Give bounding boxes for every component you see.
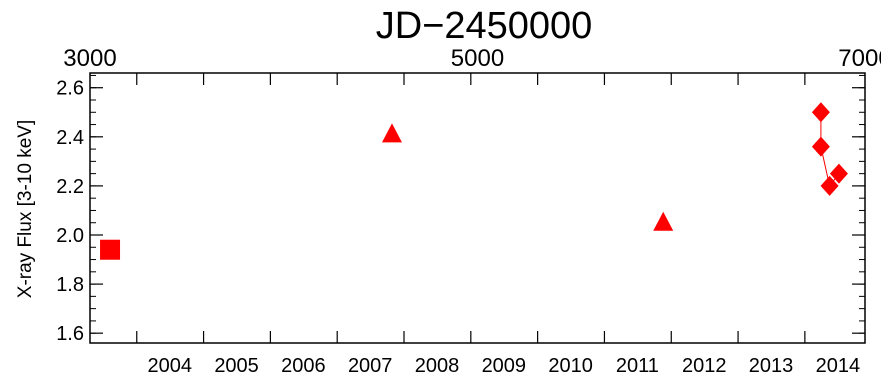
x-tick-label: 2009	[482, 355, 527, 377]
x-tick-label: 2008	[415, 355, 460, 377]
x-tick-label: 2007	[348, 355, 393, 377]
axis-ticks: 2004 2005 2006 2007 2008 2009 2010 2011 2012 2013…	[56, 45, 881, 377]
y-tick-label: 2.0	[56, 225, 84, 247]
diamond-marker	[811, 136, 830, 157]
top-axis-title: JD−2450000	[376, 5, 593, 47]
diamond-marker	[829, 163, 848, 184]
series-line	[820, 112, 840, 188]
x-tick-label: 2010	[548, 355, 593, 377]
y-axis-label: X-ray Flux [3-10 keV]	[15, 120, 36, 298]
y-tick-label: 1.6	[56, 323, 84, 345]
x-tick-label: 2006	[281, 355, 326, 377]
x-tick-label: 2013	[749, 355, 794, 377]
x-tick-label: 2004	[148, 355, 193, 377]
data-marks	[100, 102, 848, 260]
y-tick-label: 2.6	[56, 78, 84, 100]
x-tick-label: 2014	[816, 355, 861, 377]
y-tick-label: 2.2	[56, 176, 84, 198]
triangle-marker	[653, 211, 674, 231]
x-tick-label: 2011	[616, 355, 659, 377]
square-marker	[100, 239, 121, 260]
top-tick-label: 3000	[63, 45, 116, 72]
x-tick-label: 2012	[682, 355, 727, 377]
y-tick-label: 2.4	[56, 127, 84, 149]
y-tick-label: 1.8	[56, 274, 84, 296]
x-tick-label: 2005	[214, 355, 259, 377]
plot-frame	[89, 72, 866, 344]
diamond-marker	[811, 102, 830, 123]
diamond-marker	[820, 175, 839, 196]
top-tick-label: 7000	[838, 45, 881, 72]
top-tick-label: 5000	[451, 45, 504, 72]
triangle-marker	[381, 123, 402, 143]
